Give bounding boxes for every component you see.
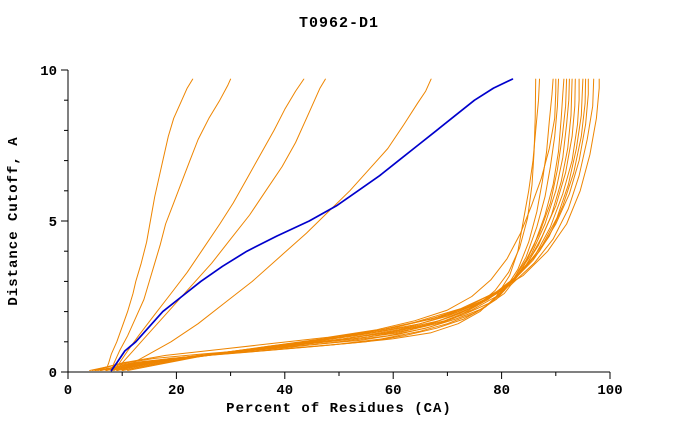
y-axis-label: Distance Cutoff, A xyxy=(6,136,22,305)
x-tick-label: 100 xyxy=(597,383,622,399)
y-tick-label: 10 xyxy=(40,64,57,80)
series-line-model-02 xyxy=(110,78,232,371)
series-line-model-01 xyxy=(105,78,194,371)
series-line-model-13 xyxy=(110,78,576,371)
series-line-model-08 xyxy=(97,78,559,371)
series-line-model-14 xyxy=(110,78,580,371)
series-lines xyxy=(89,78,600,372)
x-tick-label: 40 xyxy=(276,383,293,399)
series-line-model-15 xyxy=(116,78,584,371)
axes: 0 20 40 60 80 100 0 5 10 xyxy=(40,64,622,399)
series-line-model-11 xyxy=(105,78,570,371)
series-line-model-03 xyxy=(113,78,305,371)
series-line-model-07 xyxy=(94,78,554,371)
x-tick-label: 20 xyxy=(168,383,185,399)
series-line-model-21 xyxy=(94,78,557,371)
series-line-highlighted-model xyxy=(110,78,514,372)
series-line-model-12 xyxy=(105,78,573,371)
x-tick-label: 0 xyxy=(64,383,72,399)
x-tick-label: 80 xyxy=(493,383,510,399)
series-line-model-09 xyxy=(100,78,565,371)
y-tick-label: 5 xyxy=(49,215,57,231)
x-tick-label: 60 xyxy=(385,383,402,399)
series-line-model-20 xyxy=(91,78,537,371)
x-axis-label: Percent of Residues (CA) xyxy=(226,401,452,417)
series-line-model-10 xyxy=(100,78,568,371)
y-tick-label: 0 xyxy=(49,366,57,382)
series-line-model-17 xyxy=(121,78,589,371)
series-line-model-16 xyxy=(116,78,587,371)
series-line-model-04 xyxy=(116,78,326,371)
series-line-model-05 xyxy=(121,78,432,371)
series-line-model-19 xyxy=(127,78,600,371)
chart-title: T0962-D1 xyxy=(299,15,379,32)
